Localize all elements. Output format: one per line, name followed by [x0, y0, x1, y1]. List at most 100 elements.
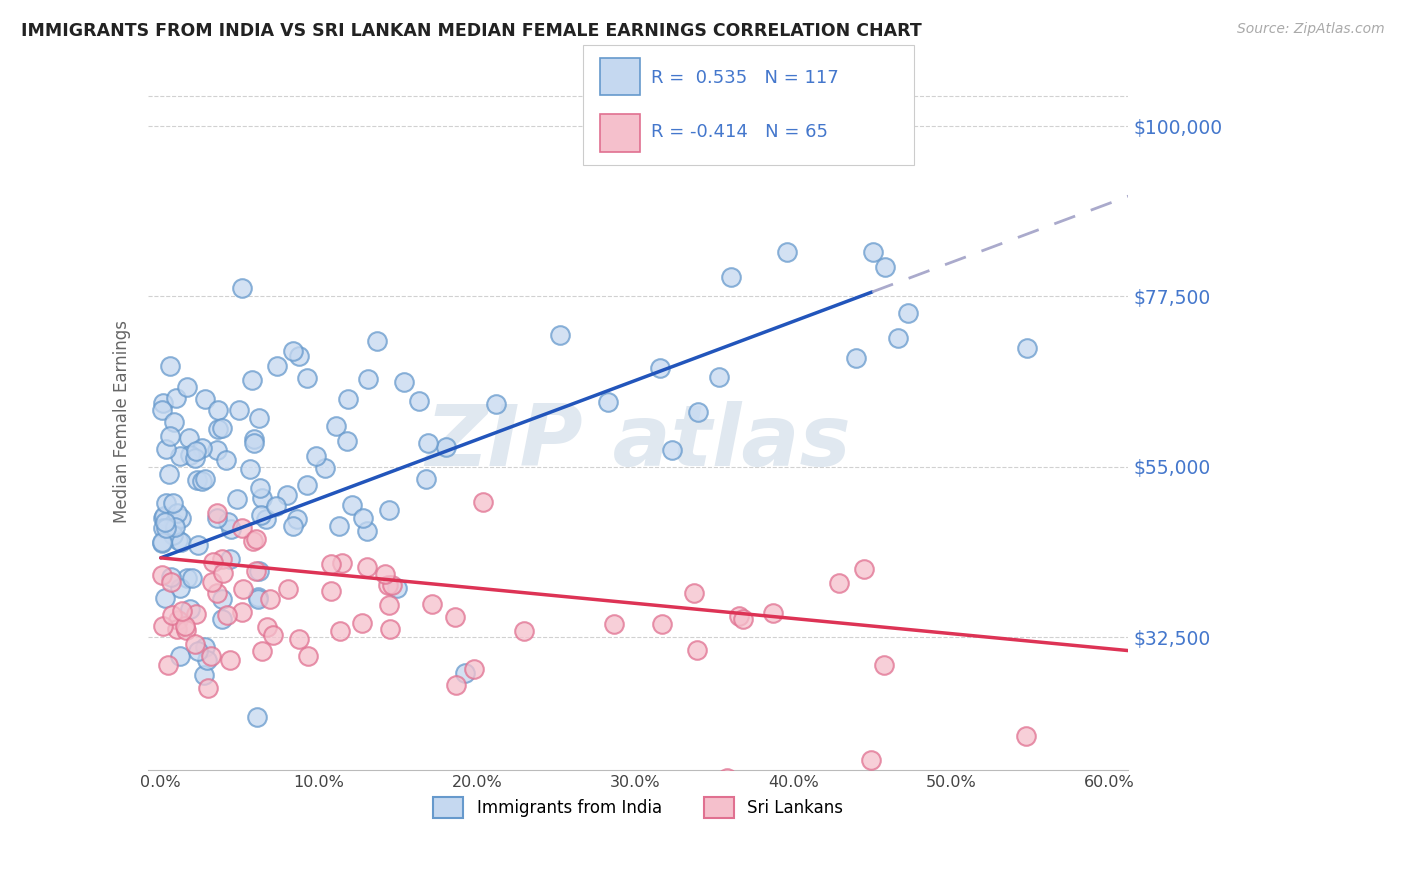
Point	[266, 359, 288, 374]
Point	[219, 522, 242, 536]
Point	[179, 601, 201, 615]
Point	[246, 590, 269, 604]
Point	[155, 515, 177, 529]
Point	[166, 613, 188, 627]
Point	[184, 451, 207, 466]
Point	[394, 375, 416, 389]
Point	[277, 582, 299, 597]
Point	[1015, 729, 1038, 743]
Point	[264, 499, 287, 513]
Point	[731, 612, 754, 626]
Point	[416, 435, 439, 450]
Point	[336, 392, 359, 407]
Point	[184, 444, 207, 458]
Point	[205, 586, 228, 600]
Point	[211, 566, 233, 580]
Point	[776, 245, 799, 260]
Point	[231, 605, 253, 619]
Point	[232, 582, 254, 596]
Point	[177, 431, 200, 445]
Point	[162, 527, 184, 541]
Point	[194, 392, 217, 406]
Point	[245, 565, 267, 579]
Point	[231, 521, 253, 535]
Point	[250, 508, 273, 523]
Point	[225, 491, 247, 506]
Point	[242, 533, 264, 548]
Point	[716, 771, 738, 785]
Point	[283, 344, 305, 359]
Point	[194, 640, 217, 654]
Point	[897, 306, 920, 320]
Point	[415, 472, 437, 486]
Point	[387, 581, 409, 595]
Point	[239, 462, 262, 476]
Point	[240, 374, 263, 388]
Point	[762, 606, 785, 620]
Point	[170, 510, 193, 524]
Point	[169, 581, 191, 595]
Point	[211, 421, 233, 435]
Point	[152, 396, 174, 410]
Point	[548, 328, 571, 343]
Point	[446, 678, 468, 692]
Point	[170, 535, 193, 549]
Point	[683, 586, 706, 600]
Point	[350, 615, 373, 630]
Point	[356, 524, 378, 539]
Point	[187, 538, 209, 552]
Point	[247, 591, 270, 606]
Point	[295, 478, 318, 492]
Text: ZIP atlas: ZIP atlas	[426, 401, 851, 483]
Point	[381, 578, 404, 592]
Point	[485, 397, 508, 411]
Point	[602, 616, 624, 631]
Point	[231, 281, 253, 295]
Point	[176, 623, 198, 637]
Point	[155, 496, 177, 510]
Point	[219, 552, 242, 566]
Point	[152, 619, 174, 633]
Point	[169, 449, 191, 463]
Point	[288, 349, 311, 363]
Point	[163, 519, 186, 533]
Point	[205, 507, 228, 521]
Point	[340, 498, 363, 512]
Point	[191, 442, 214, 456]
Point	[160, 570, 183, 584]
Point	[228, 402, 250, 417]
Point	[159, 428, 181, 442]
Point	[650, 360, 672, 375]
Point	[150, 535, 173, 549]
Point	[366, 334, 388, 348]
Point	[152, 509, 174, 524]
Point	[254, 512, 277, 526]
Point	[512, 624, 534, 638]
Point	[377, 578, 399, 592]
Point	[195, 653, 218, 667]
Point	[295, 371, 318, 385]
Point	[207, 443, 229, 458]
Point	[174, 619, 197, 633]
Point	[828, 575, 851, 590]
Point	[205, 511, 228, 525]
Point	[150, 534, 173, 549]
Point	[276, 488, 298, 502]
Point	[328, 518, 350, 533]
Point	[187, 644, 209, 658]
Point	[436, 441, 458, 455]
Point	[862, 244, 884, 259]
Point	[860, 753, 883, 767]
Point	[217, 515, 239, 529]
Point	[181, 571, 204, 585]
Point	[1017, 342, 1039, 356]
Point	[201, 574, 224, 589]
Point	[157, 467, 180, 481]
Point	[283, 519, 305, 533]
Point	[661, 442, 683, 457]
Point	[329, 624, 352, 638]
Point	[249, 481, 271, 495]
Point	[443, 609, 465, 624]
Text: IMMIGRANTS FROM INDIA VS SRI LANKAN MEDIAN FEMALE EARNINGS CORRELATION CHART: IMMIGRANTS FROM INDIA VS SRI LANKAN MEDI…	[21, 22, 922, 40]
Point	[219, 653, 242, 667]
